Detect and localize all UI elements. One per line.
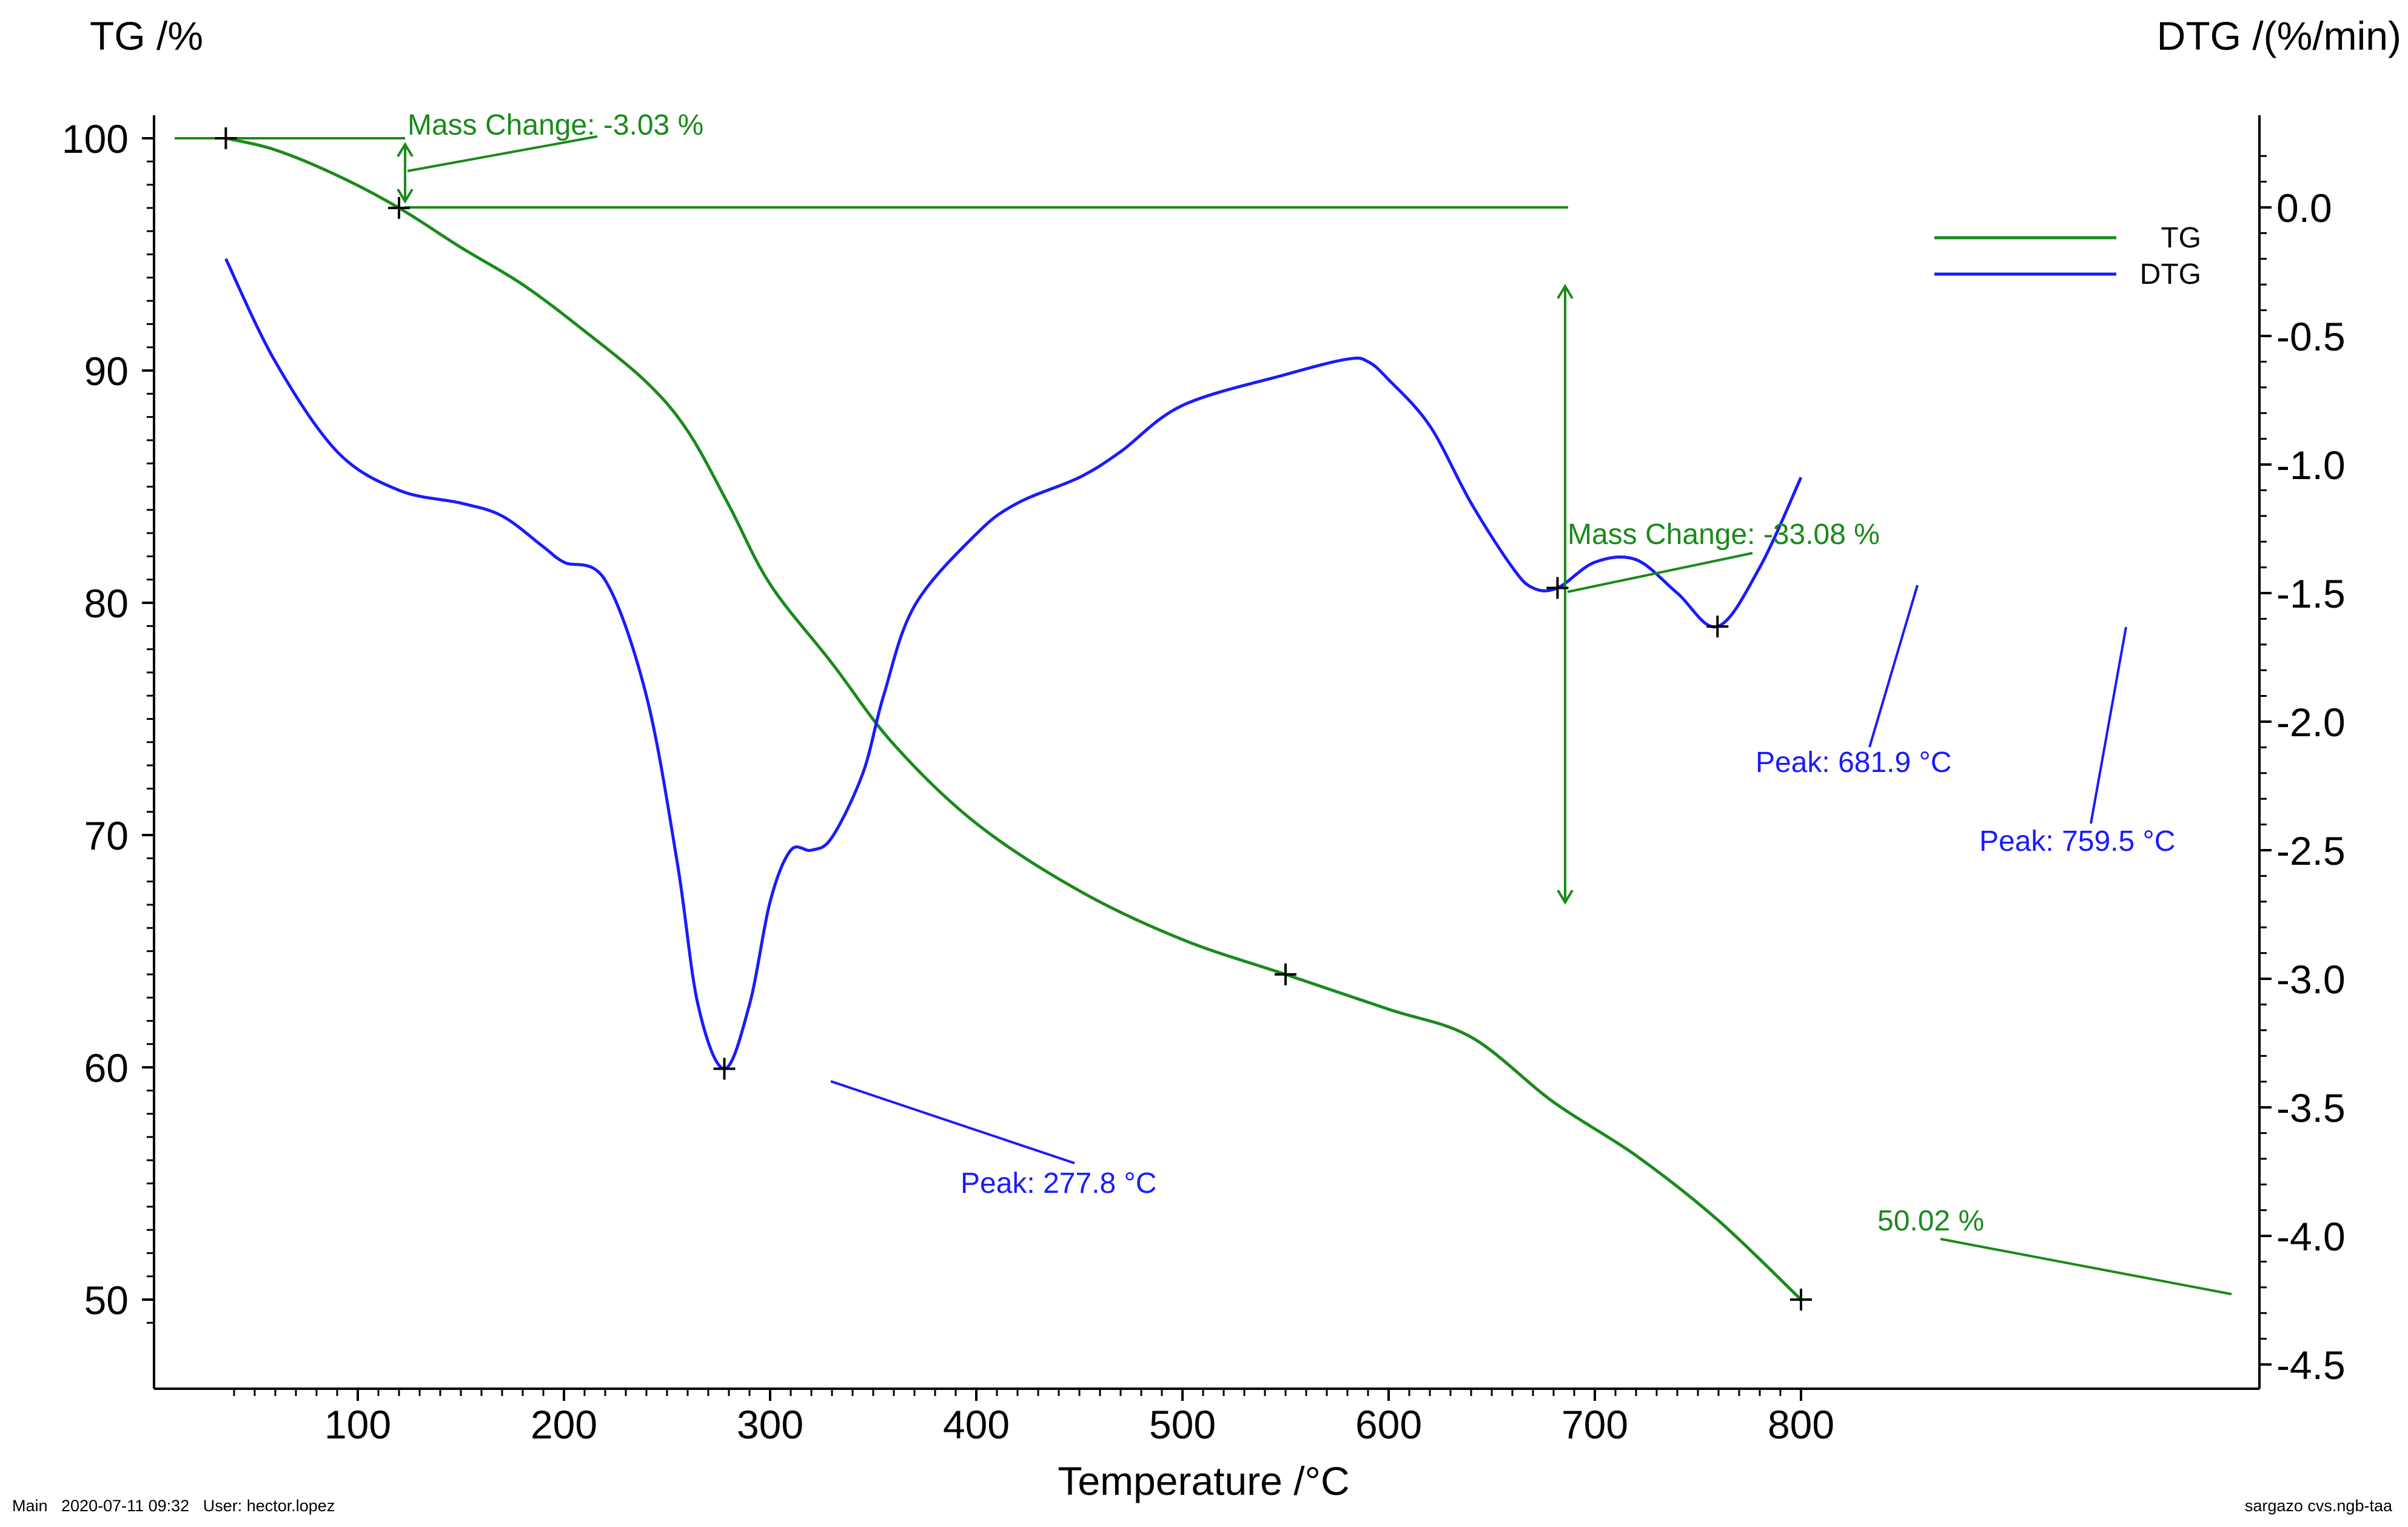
y-right-tick-label: -4.5	[2276, 1343, 2346, 1388]
legend-dtg-label: DTG	[2140, 258, 2201, 290]
y-left-tick-label: 70	[84, 813, 129, 858]
right-axis-title: DTG /(%/min)	[2157, 13, 2401, 58]
x-axis-title: Temperature /°C	[1058, 1458, 1349, 1503]
cross-marker	[1706, 616, 1729, 638]
cross-marker	[215, 127, 237, 149]
cross-marker	[1275, 963, 1296, 985]
axis-ticks: 100 200 300 400 500 600 700 800 50 60 70 80 90 100 0.0…	[62, 116, 2346, 1447]
footer-source: sargazo cvs.ngb-taa	[2245, 1497, 2393, 1515]
x-tick-label: 400	[943, 1402, 1010, 1447]
cross-marker	[1546, 577, 1569, 599]
x-tick-label: 100	[324, 1402, 391, 1447]
y-right-tick-label: -2.0	[2276, 700, 2346, 745]
x-tick-label: 200	[531, 1402, 597, 1447]
y-right-tick-label: -0.5	[2276, 314, 2346, 359]
cross-markers	[215, 127, 1812, 1311]
y-right-tick-label: -1.0	[2276, 443, 2346, 488]
peak-3-label: Peak: 759.5 °C	[1979, 825, 2175, 857]
x-tick-label: 800	[1768, 1402, 1834, 1447]
y-left-tick-label: 90	[84, 349, 129, 394]
y-left-tick-label: 50	[84, 1278, 129, 1323]
y-left-tick-label: 100	[62, 116, 129, 161]
y-right-tick-label: 0.0	[2276, 186, 2332, 230]
mass-change-2-leader	[1567, 552, 1753, 593]
cross-marker	[713, 1058, 736, 1080]
x-tick-label: 700	[1561, 1402, 1628, 1447]
residual-leader	[1940, 1238, 2232, 1295]
x-tick-label: 600	[1355, 1402, 1422, 1447]
x-tick-label: 300	[737, 1402, 803, 1447]
mass-change-1-label: Mass Change: -3.03 %	[407, 109, 703, 141]
y-right-tick-label: -3.0	[2276, 957, 2346, 1002]
y-left-tick-label: 80	[84, 581, 129, 626]
mass-change-2-label: Mass Change: -33.08 %	[1568, 519, 1880, 551]
residual-label: 50.02 %	[1877, 1205, 1984, 1237]
y-right-tick-label: -1.5	[2276, 571, 2346, 616]
peak-1-leader	[830, 1080, 1075, 1164]
mass-change-2-arrowheads	[1557, 284, 1574, 905]
left-axis-title: TG /%	[90, 13, 203, 58]
y-right-tick-label: -2.5	[2276, 828, 2346, 873]
peak-1-label: Peak: 277.8 °C	[961, 1167, 1156, 1200]
peak-2-leader	[1868, 585, 1919, 748]
cross-marker	[388, 196, 410, 219]
mass-change-1-leader	[407, 135, 598, 172]
mass-change-1-arrowheads	[397, 142, 414, 204]
x-tick-label: 500	[1149, 1402, 1216, 1447]
y-right-tick-label: -3.5	[2276, 1086, 2346, 1130]
dtg-series-line	[224, 258, 1803, 1070]
y-left-tick-label: 60	[84, 1045, 129, 1090]
tg-series-line	[225, 136, 1802, 1301]
peak-3-leader	[2090, 626, 2127, 824]
cross-marker	[1790, 1289, 1812, 1311]
legend-tg-label: TG	[2161, 222, 2201, 254]
y-right-tick-label: -4.0	[2276, 1214, 2346, 1259]
peak-2-label: Peak: 681.9 °C	[1756, 747, 1951, 779]
footer-info: Main 2020-07-11 09:32 User: hector.lopez	[12, 1497, 335, 1515]
